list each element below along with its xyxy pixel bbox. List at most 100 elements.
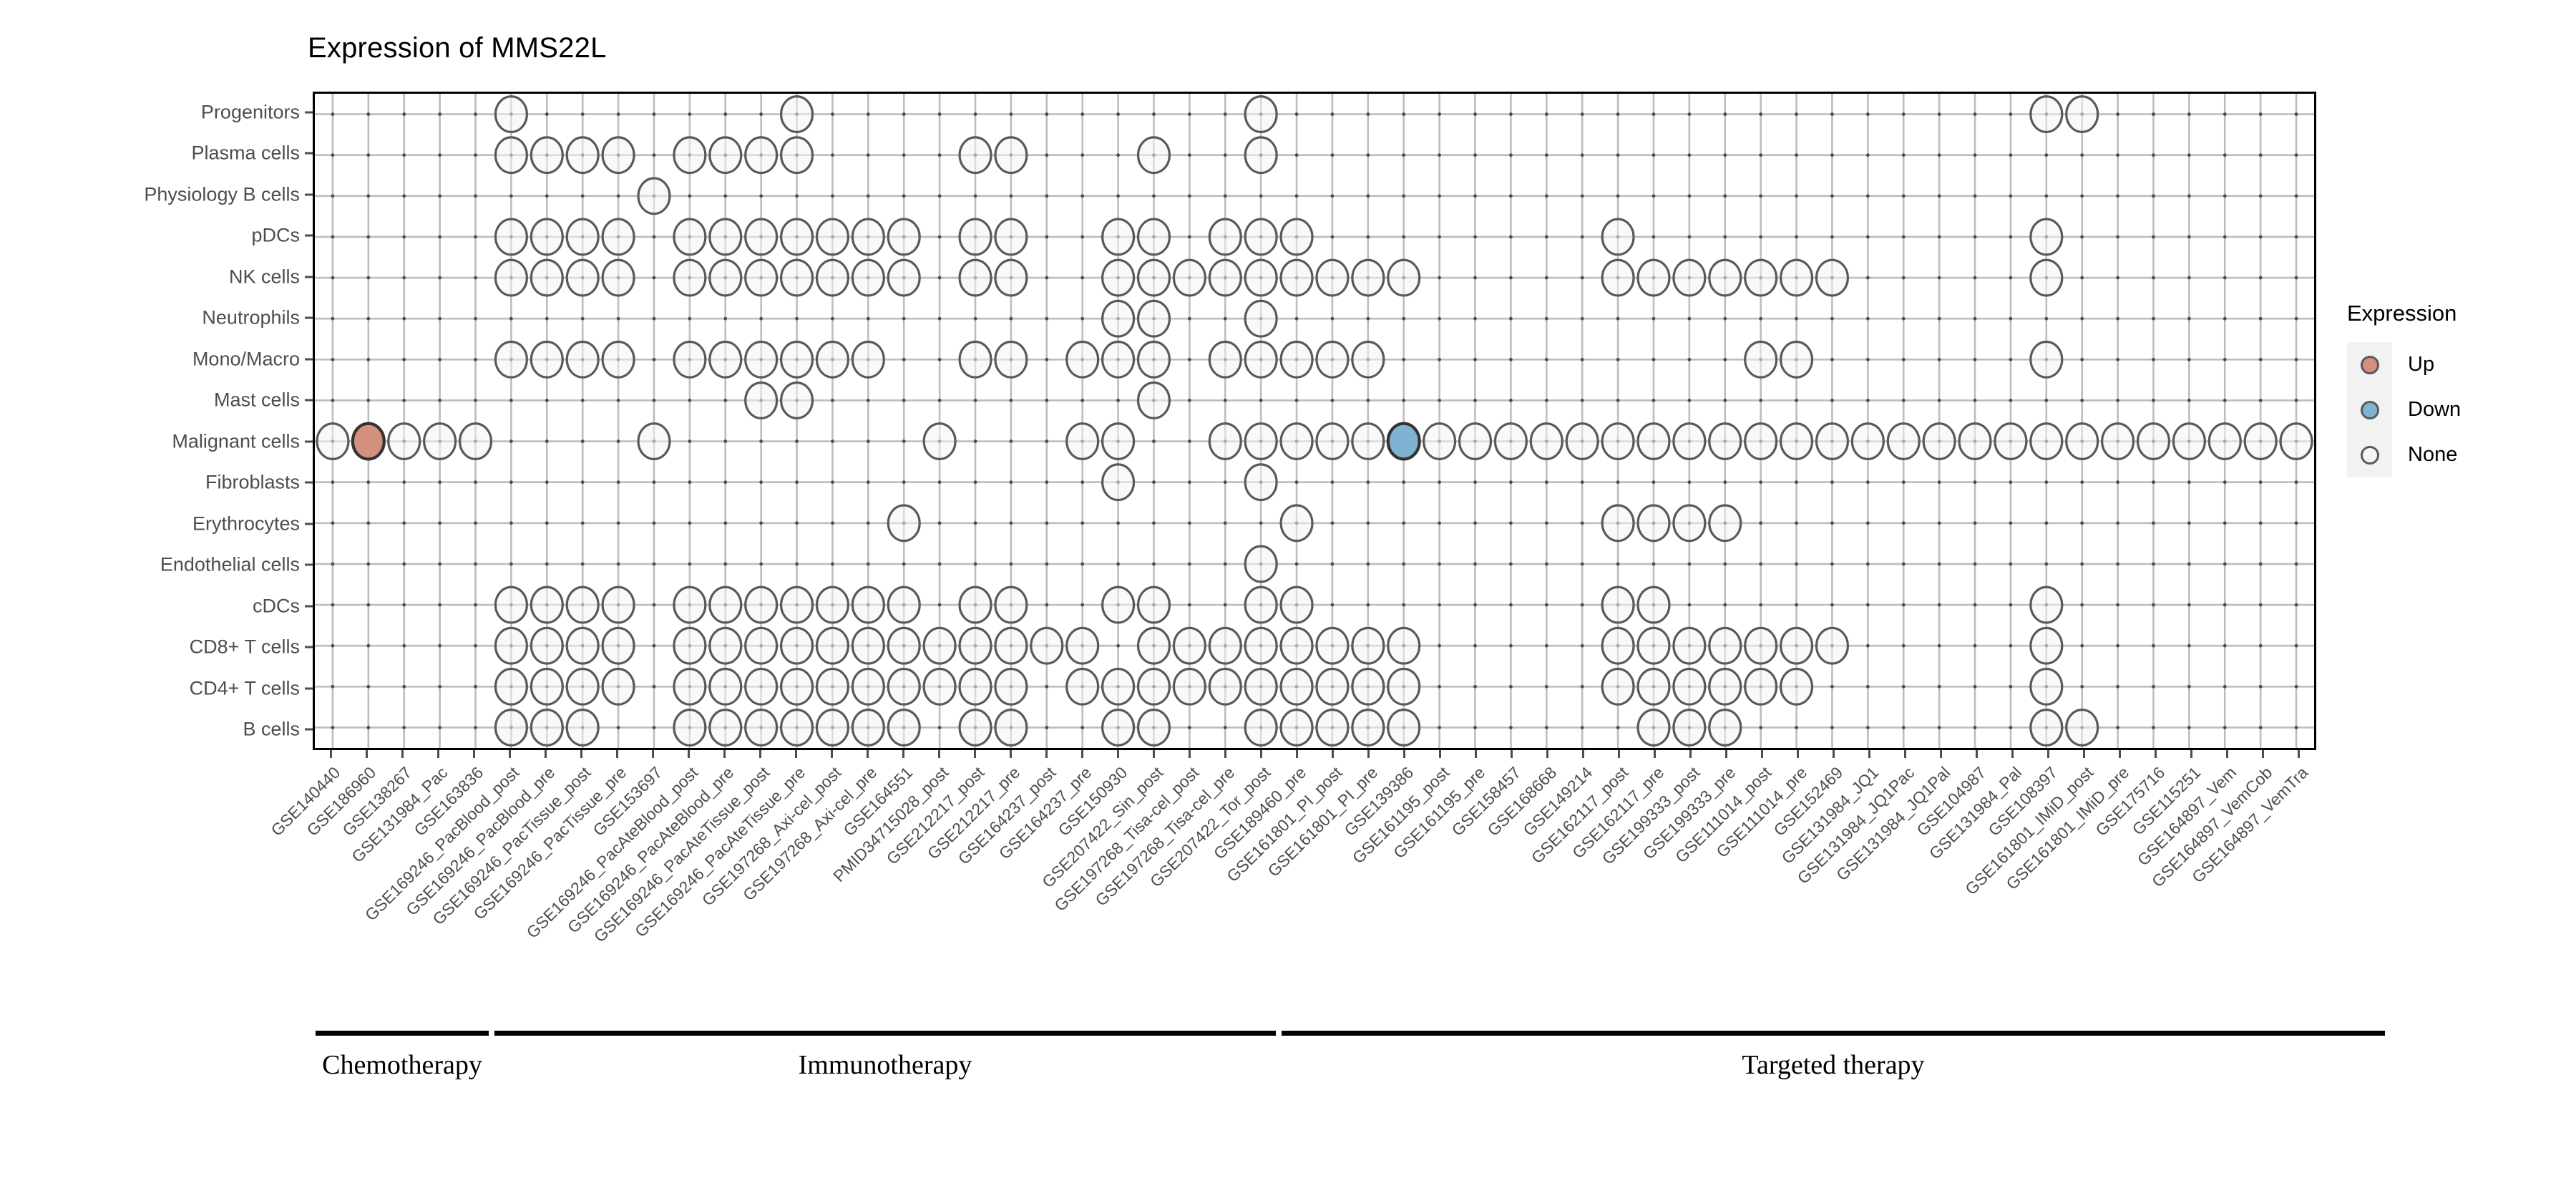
legend-item[interactable]: None [2347,432,2569,477]
y-tick-mark [305,276,313,278]
x-tick-mark [401,750,404,758]
expression-dot [815,218,849,256]
expression-dot [1279,258,1314,297]
expression-dot [673,340,707,379]
legend-title: Expression [2347,301,2457,326]
expression-dot [1387,258,1421,297]
x-axis: GSE140440 GSE186960 GSE138267 GSE131984_Pac… [267,750,2316,1022]
x-tick-mark [1724,750,1727,758]
expression-dot [1601,422,1635,460]
expression-dot [708,709,743,747]
expression-dot [1958,422,1992,460]
expression-dot [1208,218,1242,256]
expression-dot [2029,626,2064,665]
expression-dot [1636,626,1671,665]
expression-dot [1351,667,1385,706]
expression-dot [1565,422,1599,460]
expression-dot [1244,545,1278,583]
expression-dot [708,585,743,624]
y-tick-mark [305,481,313,484]
expression-dot [744,218,779,256]
legend-item-label: None [2408,443,2458,466]
expression-dot [458,422,493,460]
y-tick-mark [305,193,313,196]
group-label: Chemotherapy [322,1050,482,1080]
expression-dot [994,709,1028,747]
expression-dot [530,626,564,665]
expression-dot [1136,667,1171,706]
expression-dot [530,218,564,256]
expression-dot [1279,626,1314,665]
expression-dot [494,258,528,297]
x-tick-mark [2261,750,2264,758]
y-tick-mark [305,605,313,608]
x-tick-mark [365,750,368,758]
expression-dot [1279,709,1314,747]
expression-dot [494,626,528,665]
y-tick-label: pDCs [251,224,300,246]
expression-dot [1065,667,1100,706]
expression-dot [2207,422,2242,460]
expression-dot [601,340,635,379]
expression-dot [1136,585,1171,624]
x-tick-mark [794,750,797,758]
expression-dot [1708,626,1742,665]
x-tick-mark [1367,750,1370,758]
legend-item[interactable]: Up [2347,342,2569,387]
x-tick-mark [2118,750,2121,758]
expression-dot [565,340,600,379]
expression-dot [1922,422,1956,460]
expression-dot [1279,422,1314,460]
expression-dot [1101,709,1136,747]
expression-dot [1101,422,1136,460]
x-tick-mark [1760,750,1763,758]
expression-dot [1136,340,1171,379]
expression-dot [1636,258,1671,297]
y-tick-label: Mono/Macro [192,348,300,370]
x-tick-mark [1080,750,1083,758]
y-tick-label: Fibroblasts [205,471,300,493]
expression-dot [494,95,528,133]
expression-dot [1744,258,1778,297]
group-bar [1282,1031,2385,1036]
expression-dot [958,218,992,256]
legend-key [2347,432,2392,477]
expression-dot [708,258,743,297]
expression-dot [1458,422,1493,460]
expression-dot [1136,258,1171,297]
expression-dot [1315,340,1350,379]
expression-dot [1780,258,1814,297]
expression-dot [815,709,849,747]
x-tick-mark [1295,750,1298,758]
expression-dot [1672,504,1707,543]
expression-dot [530,136,564,175]
expression-dot [673,585,707,624]
expression-dot [780,136,814,175]
expression-dot [780,381,814,419]
expression-dot [851,667,885,706]
expression-dot [1423,422,1457,460]
expression-dot [922,667,957,706]
expression-dot [494,218,528,256]
expression-dot [637,422,671,460]
expression-dot [1708,258,1742,297]
expression-dot [744,709,779,747]
legend: Expression Up Down None [2347,301,2569,477]
expression-dot [1672,709,1707,747]
x-tick-mark [651,750,654,758]
y-tick-label: Malignant cells [172,430,300,452]
expression-dot [565,136,600,175]
expression-dot [2029,585,2064,624]
legend-item[interactable]: Down [2347,387,2569,432]
x-tick-mark [1868,750,1870,758]
y-tick-mark [305,399,313,402]
x-tick-mark [2190,750,2192,758]
expression-dot [1672,626,1707,665]
expression-dot [815,585,849,624]
y-tick-label: Progenitors [200,101,300,123]
expression-dot [1244,667,1278,706]
expression-dot [2279,422,2313,460]
expression-dot [1994,422,2028,460]
expression-dot [2101,422,2135,460]
expression-dot [1244,136,1278,175]
